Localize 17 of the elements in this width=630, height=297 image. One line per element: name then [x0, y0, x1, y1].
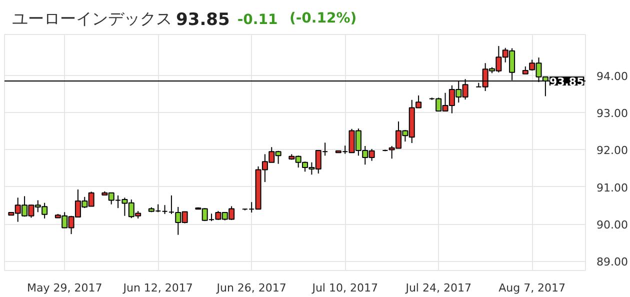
x-tick-label: Jun 26, 2017: [216, 282, 286, 294]
y-tick-label: 91.00: [596, 181, 628, 194]
ref-line-label: 93.85: [549, 75, 584, 88]
text: 93.85: [176, 10, 230, 30]
chart-title: ユーローインデックス: [12, 9, 172, 28]
x-tick-label: May 29, 2017: [26, 282, 102, 294]
x-tick-label: Aug 7, 2017: [498, 282, 566, 294]
y-tick-label: 89.00: [596, 256, 628, 269]
y-tick-label: 93.00: [596, 107, 628, 120]
x-tick-label: Jul 24, 2017: [404, 282, 472, 294]
text: (-0.12%): [289, 10, 357, 26]
x-tick-label: Jun 12, 2017: [122, 282, 193, 294]
text: -0.11: [237, 12, 278, 28]
y-tick-label: 92.00: [596, 144, 628, 158]
x-tick-label: Jul 10, 2017: [311, 282, 378, 294]
y-tick-label: 94.00: [596, 70, 628, 83]
y-tick-label: 90.00: [596, 218, 628, 232]
